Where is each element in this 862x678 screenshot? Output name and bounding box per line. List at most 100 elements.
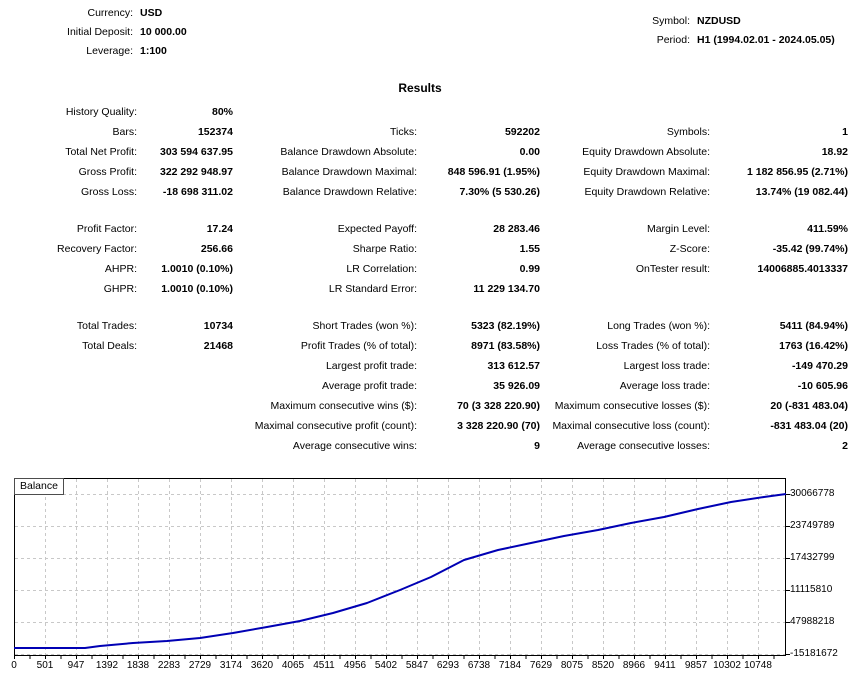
x-tick-label: 1838: [126, 660, 150, 671]
y-tick-label: 23749789: [790, 520, 835, 531]
stat-value-text: -10 605.96: [797, 380, 848, 392]
stat-label-text: Loss Trades (% of total):: [596, 340, 710, 352]
header-label: Period:: [656, 33, 690, 46]
stat-label-text: Margin Level:: [646, 223, 710, 235]
stat-label: Maximal consecutive loss (count):: [540, 420, 710, 432]
stat-label: Z-Score:: [540, 243, 710, 255]
stat-value: -35.42 (99.74%): [710, 243, 848, 255]
stat-label-text: Average profit trade:: [322, 380, 417, 392]
stat-label-text: Sharpe Ratio:: [352, 243, 417, 255]
stat-value: -18 698 311.02: [137, 186, 233, 198]
stat-value: 1.55: [417, 243, 540, 255]
table-row: Bars: 152374 Ticks: 592202 Symbols: 1: [0, 122, 862, 142]
table-row: Average profit trade: 35 926.09 Average lo…: [0, 376, 862, 396]
table-row: Maximal consecutive profit (count): 3 328…: [0, 416, 862, 436]
stat-label: Largest profit trade:: [233, 360, 417, 372]
stat-label-text: GHPR:: [103, 283, 137, 295]
stat-value: -831 483.04 (20): [710, 420, 848, 432]
stat-value-text: 1763 (16.42%): [779, 340, 848, 352]
balance-line: [14, 493, 787, 649]
stat-label-text: Largest loss trade:: [623, 360, 710, 372]
stat-label-text: Profit Factor:: [76, 223, 137, 235]
table-row: Recovery Factor: 256.66 Sharpe Ratio: 1.55 Z…: [0, 239, 862, 259]
stat-label-text: AHPR:: [104, 263, 137, 275]
stat-value-text: 20 (-831 483.04): [770, 400, 848, 412]
stat-value: 10734: [137, 320, 233, 332]
stat-value: 592202: [417, 126, 540, 138]
stat-value-text: 3 328 220.90 (70): [457, 420, 540, 432]
stat-value-text: 35 926.09: [493, 380, 540, 392]
account-info: Currency: USD Initial Deposit: 10 000.00 Lev…: [0, 3, 187, 60]
stat-value-text: 1: [842, 126, 848, 138]
x-tick-label: 10748: [744, 660, 772, 671]
header-row: Leverage: 1:100: [0, 41, 187, 60]
header-label: Initial Deposit:: [67, 25, 133, 38]
stat-label-text: Balance Drawdown Absolute:: [280, 146, 417, 158]
header-value: NZDUSD: [697, 14, 741, 27]
stat-value: 21468: [137, 340, 233, 352]
stat-label: Balance Drawdown Maximal:: [233, 166, 417, 178]
stat-value-text: 8971 (83.58%): [471, 340, 540, 352]
stat-label-text: Symbols:: [666, 126, 710, 138]
x-tick-label: 1392: [95, 660, 119, 671]
header-row: Symbol: NZDUSD: [600, 11, 835, 30]
x-tick-label: 8075: [560, 660, 584, 671]
stat-label-text: Balance Drawdown Relative:: [282, 186, 417, 198]
stat-value: 5411 (84.94%): [710, 320, 848, 332]
stat-label: Loss Trades (% of total):: [540, 340, 710, 352]
stat-label-text: Long Trades (won %):: [607, 320, 710, 332]
stat-label-text: Expected Payoff:: [337, 223, 417, 235]
stat-label-text: Ticks:: [389, 126, 417, 138]
stat-value: 313 612.57: [417, 360, 540, 372]
table-row: Average consecutive wins: 9 Average consec…: [0, 436, 862, 456]
stat-value: 20 (-831 483.04): [710, 400, 848, 412]
stat-label: Equity Drawdown Maximal:: [540, 166, 710, 178]
y-tick-label: 30066778: [790, 488, 835, 499]
stat-label: Symbols:: [540, 126, 710, 138]
results-title: Results: [398, 81, 442, 95]
stat-label: Profit Factor:: [0, 223, 137, 235]
results-table: History Quality: 80% Bars: 152374 Ticks: 5922…: [0, 102, 862, 456]
stat-label-text: Average consecutive wins:: [292, 440, 417, 452]
stat-value: 411.59%: [710, 223, 848, 235]
stat-value-text: 9: [534, 440, 540, 452]
x-tick-label: 4956: [343, 660, 367, 671]
stat-label-text: Total Trades:: [76, 320, 137, 332]
balance-legend: Balance: [14, 478, 64, 495]
table-row: Gross Loss: -18 698 311.02 Balance Drawdow…: [0, 182, 862, 202]
stat-value: -149 470.29: [710, 360, 848, 372]
stat-label: Expected Payoff:: [233, 223, 417, 235]
stat-value: 1: [710, 126, 848, 138]
stat-label-text: Equity Drawdown Absolute:: [582, 146, 710, 158]
table-row: Total Net Profit: 303 594 637.95 Balance D…: [0, 142, 862, 162]
stat-value: 9: [417, 440, 540, 452]
stat-value-text: 11 229 134.70: [473, 283, 540, 295]
stat-value: 28 283.46: [417, 223, 540, 235]
stat-value-text: 1.55: [519, 243, 540, 255]
stat-label: Equity Drawdown Relative:: [540, 186, 710, 198]
stat-value: 303 594 637.95: [137, 146, 233, 158]
symbol-info: Symbol: NZDUSD Period: H1 (1994.02.01 - 202…: [600, 11, 835, 49]
stat-value-text: 256.66: [200, 243, 233, 255]
stat-label: Largest loss trade:: [540, 360, 710, 372]
stat-label: Gross Loss:: [0, 186, 137, 198]
balance-chart: Balance 0 501 947 1392 1838 2283 2729 3174 3620 4…: [0, 470, 862, 676]
stat-label: Total Deals:: [0, 340, 137, 352]
stat-label-text: Average consecutive losses:: [577, 440, 710, 452]
stat-value: 2: [710, 440, 848, 452]
table-row: GHPR: 1.0010 (0.10%) LR Standard Error: 11 …: [0, 279, 862, 299]
stat-label: Maximum consecutive wins ($):: [233, 400, 417, 412]
stat-label: Margin Level:: [540, 223, 710, 235]
stat-value-text: 7.30% (5 530.26): [459, 186, 540, 198]
header-row: Initial Deposit: 10 000.00: [0, 22, 187, 41]
stat-value: 3 328 220.90 (70): [417, 420, 540, 432]
stat-label-text: Equity Drawdown Maximal:: [583, 166, 710, 178]
stat-label-text: Equity Drawdown Relative:: [584, 186, 710, 198]
stat-value: 848 596.91 (1.95%): [417, 166, 540, 178]
stat-label: Average profit trade:: [233, 380, 417, 392]
stat-label-text: Maximum consecutive losses ($):: [554, 400, 710, 412]
stat-label-text: Gross Loss:: [80, 186, 137, 198]
table-row: Gross Profit: 322 292 948.97 Balance Drawd…: [0, 162, 862, 182]
stat-value: 1 182 856.95 (2.71%): [710, 166, 848, 178]
stat-label-text: Largest profit trade:: [325, 360, 417, 372]
